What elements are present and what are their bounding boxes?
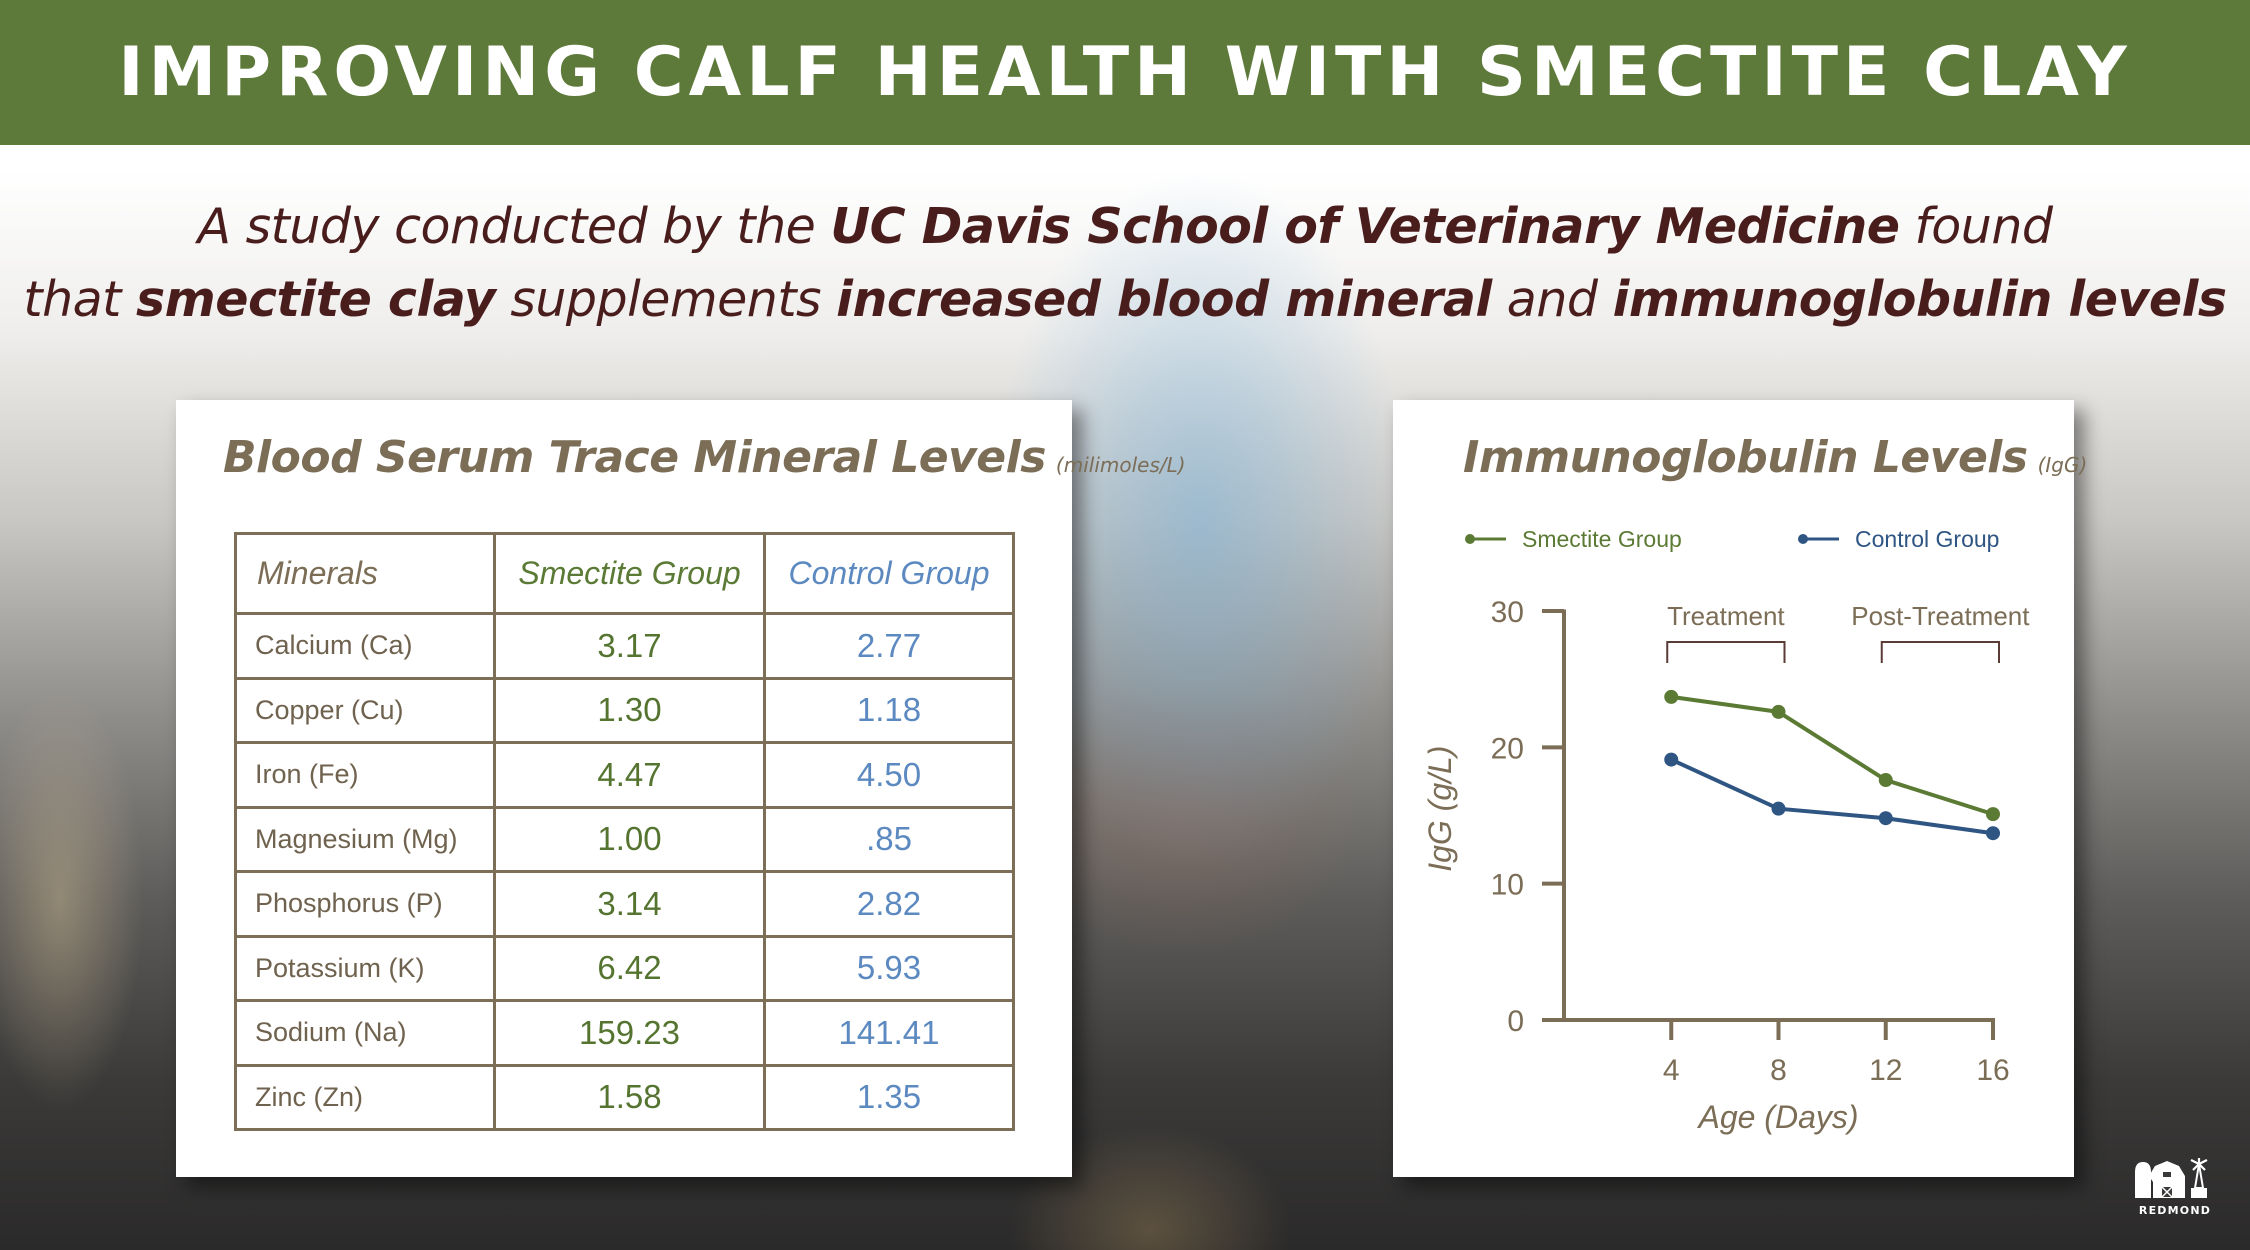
mineral-name-cell: Iron (Fe) (234, 741, 496, 809)
summary-emphasis: smectite clay (135, 271, 496, 328)
summary-text: and (1491, 271, 1613, 328)
smectite-value-cell: 1.30 (493, 676, 766, 744)
smectite-value-cell: 3.17 (493, 612, 766, 680)
data-point-smectite (1986, 807, 2000, 822)
series-line-smectite (1670, 694, 1994, 817)
study-summary: A study conducted by the UC Davis School… (0, 190, 2250, 336)
mineral-name-cell: Magnesium (Mg) (234, 805, 496, 873)
x-tick-label: 8 (1770, 1054, 1787, 1087)
mineral-levels-card: Blood Serum Trace Mineral Levels (milimol… (176, 400, 1186, 1177)
chart-title: Immunoglobulin Levels (IgG) (1463, 432, 2087, 483)
summary-emphasis: immunoglobulin levels (1612, 271, 2228, 328)
annotation-label-post-treatment: Post-Treatment (1851, 601, 2030, 631)
series-line-control (1670, 757, 1994, 836)
smectite-value-cell: 159.23 (493, 999, 766, 1067)
y-tick-label: 10 (1491, 869, 1524, 902)
table-row: Sodium (Na) 159.23 141.41 (234, 999, 1015, 1067)
control-value-cell: .85 (763, 805, 1015, 873)
data-point-control (1986, 826, 2000, 841)
mineral-unit-label: (milimoles/L) (1055, 453, 1186, 477)
title-banner: IMPROVING CALF HEALTH WITH SMECTITE CLAY (0, 0, 2250, 145)
x-tick-label: 12 (1869, 1054, 1902, 1087)
table-row: Potassium (K) 6.42 5.93 (234, 934, 1015, 1002)
column-header-minerals: Minerals (234, 532, 496, 615)
smectite-value-cell: 3.14 (493, 870, 766, 938)
data-point-smectite (1664, 689, 1679, 704)
annotation-label-treatment: Treatment (1667, 601, 1785, 631)
summary-line-1: A study conducted by the UC Davis School… (0, 190, 2250, 263)
control-value-cell: 1.35 (763, 1063, 1015, 1131)
legend-marker-smectite (1465, 534, 1475, 544)
smectite-value-cell: 4.47 (493, 741, 766, 809)
legend-label-control: Control Group (1855, 526, 1999, 552)
control-value-cell: 4.50 (763, 741, 1015, 809)
table-row: Phosphorus (P) 3.14 2.82 (234, 870, 1015, 938)
chart-title-text: Immunoglobulin Levels (1463, 432, 2028, 483)
mineral-table: Minerals Smectite Group Control Group Ca… (234, 532, 1015, 1131)
mineral-card-title-text: Blood Serum Trace Mineral Levels (223, 432, 1046, 483)
summary-emphasis: increased blood mineral (836, 271, 1492, 328)
data-point-smectite (1771, 704, 1786, 719)
table-row: Calcium (Ca) 3.17 2.77 (234, 612, 1015, 680)
smectite-value-cell: 6.42 (493, 934, 766, 1002)
mineral-name-cell: Calcium (Ca) (234, 612, 496, 680)
bracket-treatment (1666, 641, 1786, 663)
table-row: Copper (Cu) 1.30 1.18 (234, 676, 1015, 744)
data-point-control (1878, 811, 1893, 826)
column-header-control: Control Group (763, 532, 1015, 615)
redmond-logo: REDMOND (2133, 1156, 2217, 1218)
summary-line-2: that smectite clay supplements increased… (0, 263, 2250, 336)
legend-marker-control (1798, 534, 1808, 544)
control-value-cell: 5.93 (763, 934, 1015, 1002)
y-axis-title: IgG (g/L) (1422, 746, 1458, 872)
control-value-cell: 141.41 (763, 999, 1015, 1067)
mineral-name-cell: Copper (Cu) (234, 676, 496, 744)
bracket-post-treatment (1880, 641, 2000, 663)
control-value-cell: 2.82 (763, 870, 1015, 938)
mineral-name-cell: Sodium (Na) (234, 999, 496, 1067)
smectite-value-cell: 1.00 (493, 805, 766, 873)
smectite-value-cell: 1.58 (493, 1063, 766, 1131)
chart-title-unit: (IgG) (2037, 453, 2088, 477)
data-point-control (1664, 752, 1679, 767)
data-point-smectite (1878, 773, 1893, 788)
summary-emphasis: UC Davis School of Veterinary Medicine (830, 198, 1900, 255)
mineral-name-cell: Phosphorus (P) (234, 870, 496, 938)
control-value-cell: 1.18 (763, 676, 1015, 744)
mineral-name-cell: Zinc (Zn) (234, 1063, 496, 1131)
legend-label-smectite: Smectite Group (1522, 526, 1682, 552)
table-row: Iron (Fe) 4.47 4.50 (234, 741, 1015, 809)
column-header-smectite: Smectite Group (493, 532, 766, 615)
summary-text: that (23, 271, 136, 328)
page-title: IMPROVING CALF HEALTH WITH SMECTITE CLAY (118, 32, 2132, 112)
y-tick-label: 20 (1491, 732, 1524, 765)
mineral-name-cell: Potassium (K) (234, 934, 496, 1002)
barn-windmill-logo-icon: REDMOND (2135, 1156, 2211, 1217)
control-value-cell: 2.77 (763, 612, 1015, 680)
y-tick-label: 30 (1491, 596, 1524, 629)
table-header-row: Minerals Smectite Group Control Group (234, 532, 1015, 615)
summary-text: found (1899, 198, 2053, 255)
table-row: Magnesium (Mg) 1.00.85 (234, 805, 1015, 873)
igg-line-chart: Smectite Group Control Group 0 10 20 30 4 8 12 16… (1422, 526, 2030, 1135)
summary-text: supplements (495, 271, 837, 328)
summary-text: A study conducted by the (197, 198, 831, 255)
data-point-control (1771, 801, 1786, 816)
table-row: Zinc (Zn) 1.58 1.35 (234, 1063, 1015, 1131)
immunoglobulin-card: Immunoglobulin Levels (IgG) Smectite Grou… (1393, 400, 2087, 1177)
logo-text: REDMOND (2139, 1204, 2211, 1217)
mineral-card-title: Blood Serum Trace Mineral Levels (milimol… (223, 432, 1186, 483)
y-tick-label: 0 (1507, 1005, 1524, 1038)
x-axis-title: Age (Days) (1696, 1099, 1858, 1135)
x-tick-label: 16 (1976, 1054, 2009, 1087)
x-tick-label: 4 (1663, 1054, 1680, 1087)
